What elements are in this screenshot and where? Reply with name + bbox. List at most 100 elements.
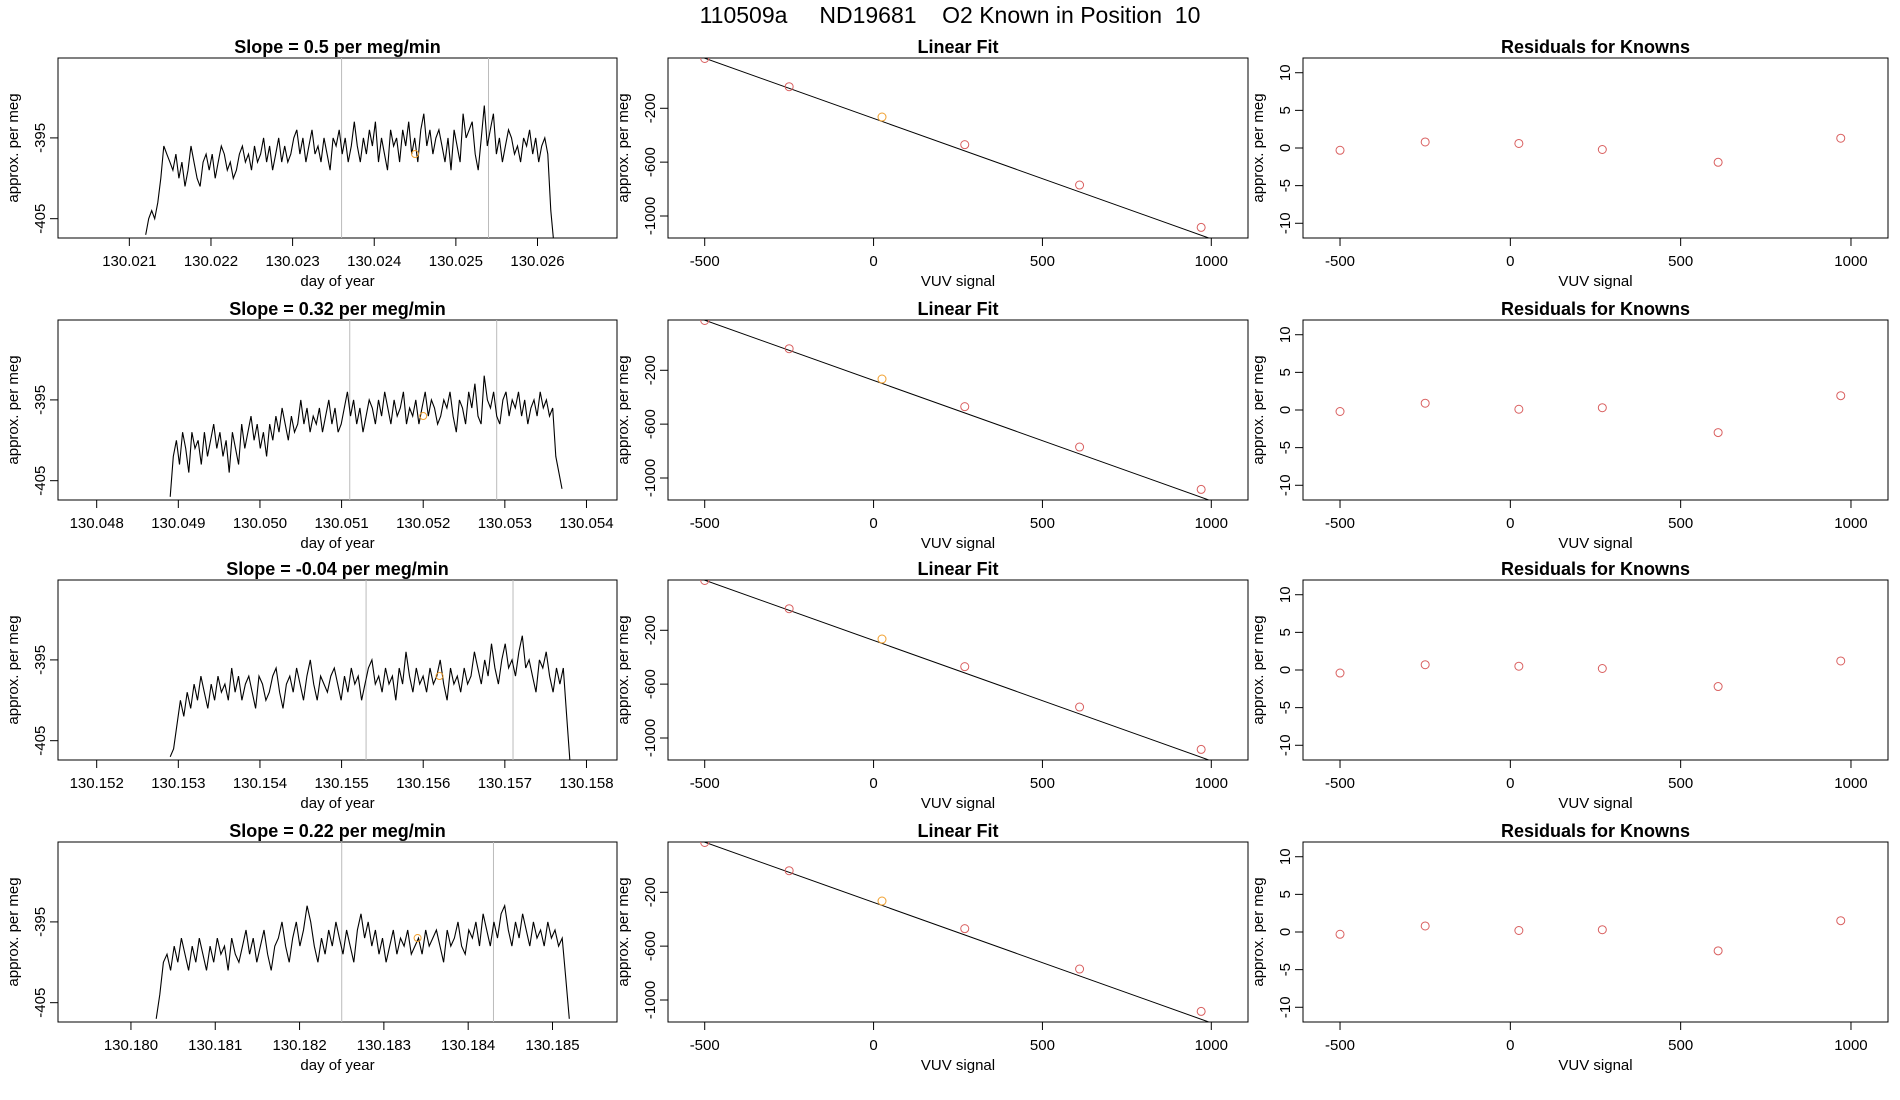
y-axis-label: approx. per meg (1250, 877, 1267, 986)
panel-title: Residuals for Knowns (1501, 821, 1690, 841)
y-tick-label: -395 (32, 907, 49, 937)
residual-point (1597, 403, 1607, 413)
panel-title: Linear Fit (917, 821, 998, 841)
fit-point (784, 344, 794, 354)
fit-panel-3: Linear Fit -500 0 500 1000 -200 -600 -1000 VUV s… (615, 559, 1249, 812)
drift-series-line (155, 903, 570, 1019)
y-tick-label: 0 (1277, 406, 1294, 414)
residual-point (1420, 660, 1430, 670)
fit-point (877, 374, 887, 384)
drift-panel-1: Slope = 0.5 per meg/min 130.021 130.022 130… (5, 37, 618, 290)
x-axis-label: VUV signal (1558, 795, 1632, 812)
x-tick-label: 130.025 (429, 253, 483, 270)
y-tick-label: -5 (1277, 963, 1294, 976)
residual-point (1335, 668, 1345, 678)
residual-point (1836, 656, 1846, 666)
plot-frame (57, 579, 618, 761)
x-tick-label: -500 (690, 1037, 720, 1054)
x-tick-label: 0 (1506, 1037, 1514, 1054)
y-tick-label: -5 (1277, 441, 1294, 454)
y-tick-label: -200 (642, 355, 659, 385)
y-tick-label: -600 (642, 931, 659, 961)
fit-point (877, 634, 887, 644)
fit-point (877, 896, 887, 906)
plot-frame (667, 57, 1249, 239)
x-tick-label: 130.152 (70, 775, 124, 792)
y-axis-label: approx. per meg (5, 355, 22, 464)
y-tick-label: -600 (642, 669, 659, 699)
y-axis-label: approx. per meg (1250, 355, 1267, 464)
x-tick-label: -500 (690, 253, 720, 270)
x-tick-label: 130.049 (151, 515, 205, 532)
plot-frame (667, 841, 1249, 1023)
x-tick-label: 130.048 (70, 515, 124, 532)
residual-point (1597, 145, 1607, 155)
residual-panel-4: Residuals for Knowns -500 0 500 1000 10 5 0 -5 -1… (1250, 821, 1889, 1074)
x-tick-label: 500 (1668, 1037, 1693, 1054)
residual-point (1836, 391, 1846, 401)
x-tick-label: 130.023 (265, 253, 319, 270)
plot-frame (1302, 841, 1889, 1023)
plot-frame (57, 841, 618, 1023)
panel-title: Linear Fit (917, 299, 998, 319)
x-tick-label: 130.154 (233, 775, 287, 792)
fit-panel-4: Linear Fit -500 0 500 1000 -200 -600 -1000 VUV s… (615, 821, 1249, 1074)
x-axis-label: VUV signal (921, 1057, 995, 1074)
x-tick-label: 130.180 (104, 1037, 158, 1054)
residual-panel-2: Residuals for Knowns -500 0 500 1000 10 5 0 -5 -1… (1250, 299, 1889, 552)
fit-point (1075, 702, 1085, 712)
fit-point (700, 842, 710, 847)
residual-point (1335, 929, 1345, 939)
y-tick-label: 5 (1277, 890, 1294, 898)
x-tick-label: 500 (1030, 775, 1055, 792)
fit-line (702, 842, 1211, 1022)
x-tick-label: 0 (869, 775, 877, 792)
residual-point (1335, 145, 1345, 155)
plot-frame (667, 579, 1249, 761)
drift-series-line (145, 105, 554, 238)
x-tick-label: 500 (1030, 1037, 1055, 1054)
x-tick-label: 0 (1506, 515, 1514, 532)
plot-frame (57, 57, 618, 239)
residual-point (1713, 428, 1723, 438)
x-axis-label: VUV signal (921, 795, 995, 812)
x-tick-label: -500 (1325, 253, 1355, 270)
y-tick-label: -405 (32, 466, 49, 496)
y-tick-label: -405 (32, 988, 49, 1018)
y-tick-label: -1000 (642, 719, 659, 757)
fit-line (702, 580, 1211, 760)
fit-point (960, 402, 970, 412)
y-tick-label: -10 (1277, 474, 1294, 496)
x-tick-label: 1000 (1834, 253, 1867, 270)
fit-point (877, 112, 887, 122)
plot-frame (1302, 57, 1889, 239)
x-tick-label: -500 (1325, 515, 1355, 532)
panel-title: Slope = 0.32 per meg/min (229, 299, 446, 319)
y-axis-label: approx. per meg (5, 615, 22, 724)
plot-frame (57, 319, 618, 501)
x-tick-label: 0 (869, 253, 877, 270)
x-tick-label: 130.182 (272, 1037, 326, 1054)
fit-point (960, 140, 970, 150)
x-tick-label: 1000 (1834, 515, 1867, 532)
y-tick-label: -200 (642, 877, 659, 907)
x-tick-label: 130.021 (102, 253, 156, 270)
fit-point (1196, 1006, 1206, 1016)
y-axis-label: approx. per meg (615, 355, 632, 464)
x-tick-label: 500 (1668, 253, 1693, 270)
highlight-point (419, 412, 428, 421)
x-tick-label: 500 (1030, 515, 1055, 532)
y-tick-label: -200 (642, 615, 659, 645)
y-axis-label: approx. per meg (5, 877, 22, 986)
y-tick-label: -600 (642, 147, 659, 177)
residual-point (1420, 137, 1430, 147)
x-tick-label: 1000 (1195, 1037, 1228, 1054)
x-tick-label: 500 (1668, 775, 1693, 792)
y-axis-label: approx. per meg (615, 93, 632, 202)
y-tick-label: -10 (1277, 734, 1294, 756)
y-axis-label: approx. per meg (1250, 93, 1267, 202)
x-tick-label: 1000 (1195, 775, 1228, 792)
fit-point (1196, 744, 1206, 754)
panel-title: Linear Fit (917, 559, 998, 579)
